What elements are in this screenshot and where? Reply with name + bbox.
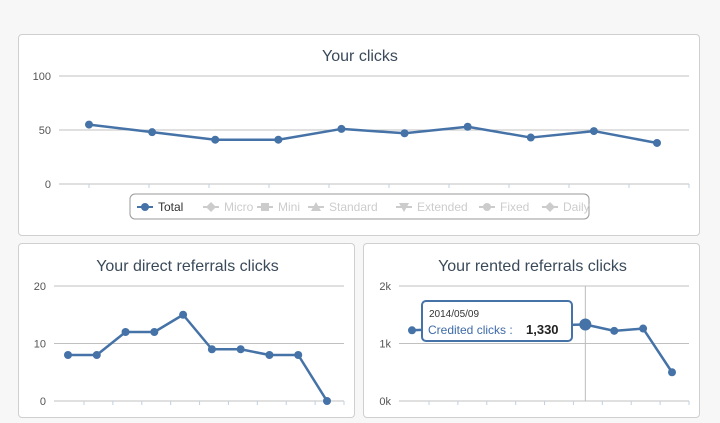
legend-symbol-marker — [206, 202, 216, 212]
data-point — [64, 351, 72, 359]
data-point — [526, 133, 535, 142]
legend-label[interactable]: Fixed — [500, 200, 529, 214]
clicks-chart-panel: Your clicks 0 50 100 Total Micro Mini Standard E… — [18, 34, 700, 236]
tooltip-box — [421, 300, 573, 342]
data-point — [179, 310, 188, 319]
rented-referrals-chart-panel: Your rented referrals clicks 0k 1k 2k 2014/0… — [363, 243, 700, 418]
legend-label[interactable]: Mini — [278, 200, 300, 214]
chart-title: Your clicks — [322, 48, 398, 65]
y-tick-label: 1k — [379, 339, 391, 351]
data-point — [668, 368, 676, 377]
data-point — [610, 326, 619, 335]
data-point — [274, 135, 283, 144]
rented-referrals-chart: Your rented referrals clicks 0k 1k 2k 2014/0… — [379, 258, 690, 408]
y-tick-label: 10 — [34, 339, 46, 351]
legend-symbol-marker — [483, 203, 491, 211]
legend-symbol-marker — [261, 203, 269, 211]
tooltip: 2014/05/09 Credited clicks : 1,330 — [421, 300, 573, 342]
y-tick-label: 0k — [379, 396, 391, 408]
data-point — [148, 128, 157, 137]
data-point — [400, 129, 409, 138]
legend-box — [129, 193, 590, 220]
y-tick-label: 0 — [40, 396, 46, 408]
data-point — [294, 351, 303, 359]
data-point — [207, 345, 216, 354]
legend-symbol-marker — [141, 203, 149, 211]
clicks-chart: Your clicks 0 50 100 Total Micro Mini Standard E… — [33, 48, 690, 220]
y-tick-label: 2k — [379, 281, 391, 293]
data-point — [337, 124, 346, 133]
data-point — [408, 326, 416, 335]
data-point — [121, 328, 130, 336]
data-point — [85, 120, 93, 129]
tooltip-date: 2014/05/09 — [429, 309, 479, 320]
direct-referrals-chart-panel: Your direct referrals clicks 0 10 20 — [18, 243, 355, 418]
chart-title: Your direct referrals clicks — [96, 258, 279, 275]
data-point — [653, 138, 661, 147]
data-point — [265, 351, 274, 359]
data-point — [150, 328, 159, 336]
legend-symbol-marker — [545, 202, 555, 212]
y-tick-label: 100 — [33, 71, 51, 83]
data-point — [579, 318, 592, 331]
chart-title: Your rented referrals clicks — [438, 258, 627, 275]
data-point — [589, 127, 598, 136]
data-point — [92, 351, 101, 359]
chart-legend: Total Micro Mini Standard Extended Fixed Daily — [129, 193, 590, 220]
legend-symbol-marker — [399, 203, 409, 212]
tooltip-value: 1,330 — [526, 322, 559, 337]
y-tick-label: 0 — [45, 179, 51, 191]
data-point — [463, 122, 472, 131]
legend-label[interactable]: Daily — [563, 200, 590, 214]
legend-label[interactable]: Total — [158, 200, 183, 214]
legend-label[interactable]: Micro — [224, 200, 254, 214]
direct-referrals-chart: Your direct referrals clicks 0 10 20 — [34, 258, 345, 408]
legend-label[interactable]: Extended — [417, 200, 468, 214]
legend-symbol-marker — [311, 202, 321, 211]
series-line — [68, 313, 329, 402]
y-tick-label: 20 — [34, 281, 46, 293]
tooltip-label: Credited clicks : — [428, 323, 513, 337]
data-point — [639, 324, 648, 333]
data-point — [211, 135, 220, 144]
data-point — [236, 345, 245, 354]
legend-label[interactable]: Standard — [329, 200, 378, 214]
series-line — [88, 123, 658, 145]
y-tick-label: 50 — [39, 125, 51, 137]
data-point — [323, 397, 331, 405]
